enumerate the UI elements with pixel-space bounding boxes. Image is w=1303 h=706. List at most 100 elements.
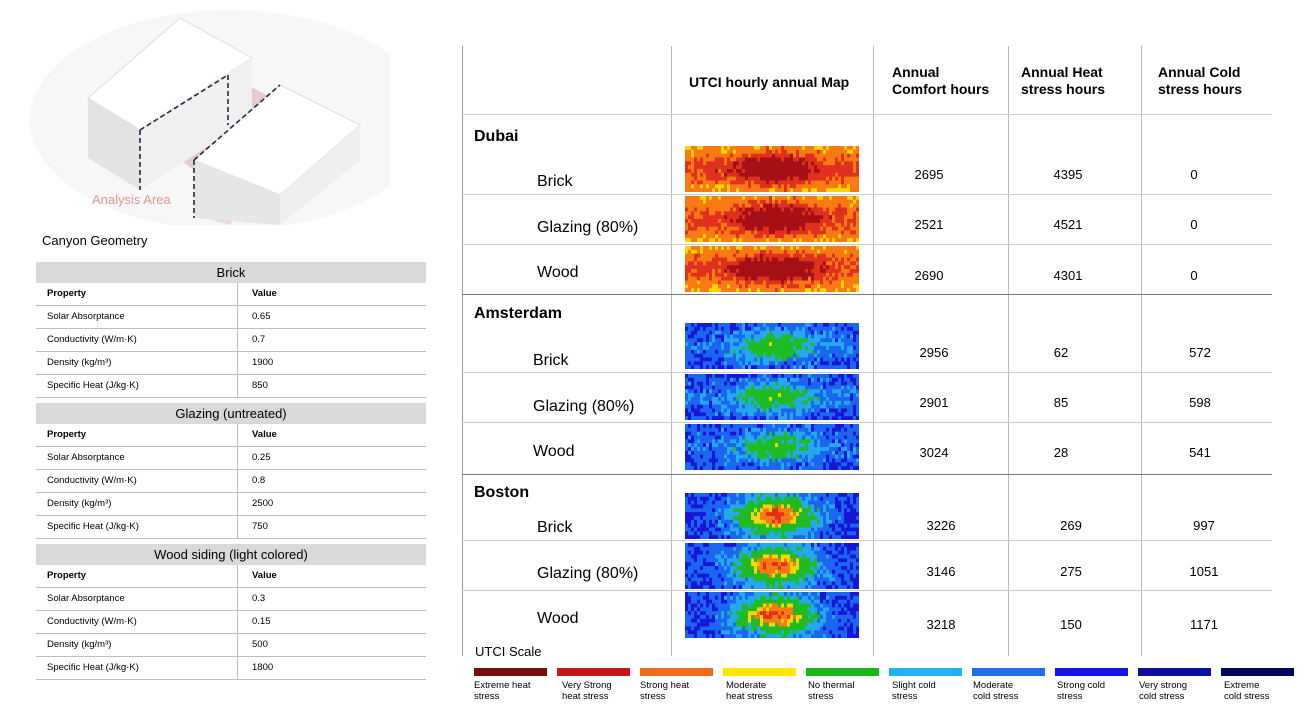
heatmap-cell xyxy=(772,219,776,224)
heatmap-cell xyxy=(844,330,848,335)
heatmap-cell xyxy=(823,458,827,463)
comfort-hours-value: 2956 xyxy=(919,345,949,360)
heatmap-cell xyxy=(772,238,776,242)
heatmap-cell xyxy=(826,349,830,354)
heatmap-cell xyxy=(844,153,848,158)
heatmap-cell xyxy=(730,458,734,463)
heatmap-cell xyxy=(832,203,836,208)
heatmap-cell xyxy=(814,280,818,285)
heatmap-cell xyxy=(691,238,695,242)
heatmap-cell xyxy=(781,157,785,162)
heatmap-cell xyxy=(754,149,758,154)
heatmap-cell xyxy=(808,180,812,185)
heatmap-cell xyxy=(775,203,779,208)
heatmap-cell xyxy=(772,493,776,498)
heatmap-cell xyxy=(712,512,716,517)
heatmap-cell xyxy=(766,458,770,463)
heatmap-cell xyxy=(748,493,752,498)
heatmap-cell xyxy=(724,365,728,369)
heatmap-cell xyxy=(829,404,833,409)
heatmap-cell xyxy=(766,234,770,239)
heatmap-cell xyxy=(829,516,833,521)
heatmap-cell xyxy=(688,153,692,158)
heatmap-cell xyxy=(754,180,758,185)
heatmap-cell xyxy=(805,439,809,444)
heatmap-cell xyxy=(685,439,689,444)
heatmap-cell xyxy=(751,523,755,528)
heatmap-cell xyxy=(715,165,719,170)
heatmap-cell xyxy=(754,393,758,398)
heatmap-cell xyxy=(820,226,824,231)
heatmap-cell xyxy=(850,253,854,258)
heatmap-cell xyxy=(706,146,710,151)
heatmap-cell xyxy=(772,342,776,347)
heatmap-cell xyxy=(766,496,770,501)
heatmap-cell xyxy=(829,349,833,354)
heatmap-cell xyxy=(733,199,737,204)
heatmap-cell xyxy=(853,512,857,517)
heatmap-cell xyxy=(700,408,704,413)
heatmap-cell xyxy=(736,523,740,528)
heatmap-cell xyxy=(820,157,824,162)
heatmap-cell xyxy=(757,377,761,382)
heatmap-cell xyxy=(718,458,722,463)
heatmap-cell xyxy=(727,353,731,358)
heatmap-cell xyxy=(769,338,773,343)
heatmap-cell xyxy=(775,161,779,166)
heatmap-cell xyxy=(760,397,764,402)
heatmap-cell xyxy=(742,246,746,251)
heatmap-cell xyxy=(757,246,761,251)
heatmap-cell xyxy=(817,523,821,528)
heatmap-cell xyxy=(853,431,857,436)
heatmap-cell xyxy=(718,269,722,274)
heatmap-cell xyxy=(847,439,851,444)
heatmap-cell xyxy=(790,424,794,429)
heatmap-cell xyxy=(739,447,743,452)
heatmap-cell xyxy=(688,346,692,351)
heatmap-cell xyxy=(823,276,827,281)
heatmap-cell xyxy=(790,393,794,398)
heatmap-cell xyxy=(718,157,722,162)
heatmap-cell xyxy=(781,342,785,347)
heatmap-cell xyxy=(724,412,728,417)
heatmap-cell xyxy=(727,249,731,254)
heatmap-cell xyxy=(709,253,713,258)
heatmap-cell xyxy=(814,361,818,366)
heatmap-cell xyxy=(739,253,743,258)
heatmap-cell xyxy=(808,377,812,382)
heatmap-cell xyxy=(847,346,851,351)
heatmap-cell xyxy=(817,153,821,158)
heatmap-cell xyxy=(712,269,716,274)
heatmap-cell xyxy=(706,353,710,358)
heatmap-cell xyxy=(856,326,859,331)
heatmap-cell xyxy=(772,443,776,448)
heatmap-cell xyxy=(838,435,842,440)
heatmap-cell xyxy=(712,272,716,277)
heatmap-cell xyxy=(808,157,812,162)
heatmap-cell xyxy=(784,249,788,254)
heatmap-cell xyxy=(799,169,803,174)
heatmap-cell xyxy=(772,284,776,289)
table-title: Brick xyxy=(36,262,426,283)
heatmap-cell xyxy=(736,377,740,382)
heatmap-cell xyxy=(727,153,731,158)
heatmap-cell xyxy=(736,527,740,532)
heatmap-cell xyxy=(688,276,692,281)
heatmap-cell xyxy=(745,462,749,467)
heatmap-cell xyxy=(844,493,848,498)
heatmap-cell xyxy=(820,253,824,258)
heatmap-cell xyxy=(835,435,839,440)
heatmap-cell xyxy=(703,234,707,239)
heatmap-cell xyxy=(685,443,689,448)
table-row: Specific Heat (J/kg·K) 850 xyxy=(36,375,426,398)
heatmap-cell xyxy=(784,261,788,266)
heatmap-cell xyxy=(787,165,791,170)
heatmap-cell xyxy=(703,199,707,204)
heatmap-cell xyxy=(709,466,713,470)
heatmap-cell xyxy=(718,496,722,501)
heatmap-cell xyxy=(700,172,704,177)
heatmap-cell xyxy=(700,454,704,459)
heatmap-cell xyxy=(808,326,812,331)
heatmap-cell xyxy=(739,288,743,292)
heatmap-cell xyxy=(706,165,710,170)
